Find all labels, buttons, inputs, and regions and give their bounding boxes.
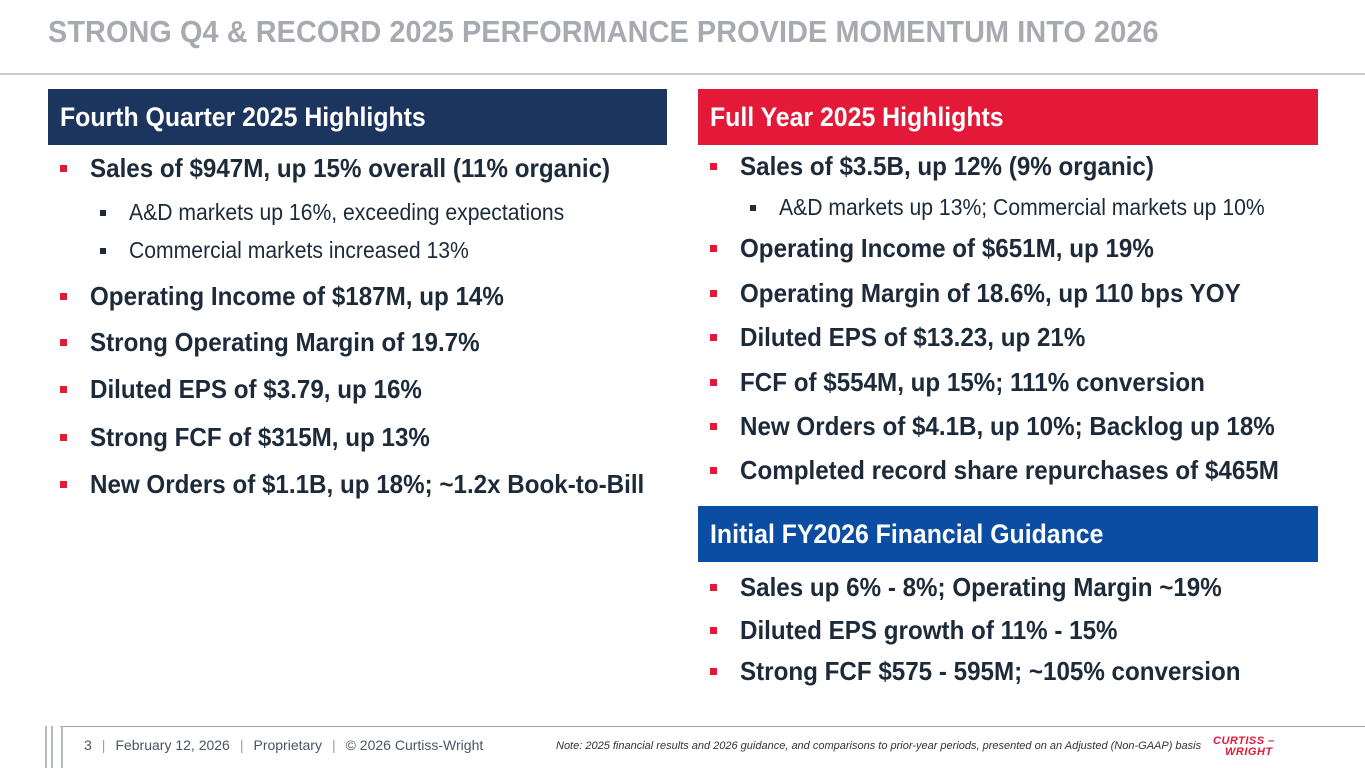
- bullet-marker: [710, 379, 717, 386]
- footer-info: 3 | February 12, 2026 | Proprietary | © 2026 C…: [84, 737, 483, 753]
- guidance-item-eps: Diluted EPS growth of 11% - 15%: [710, 615, 1146, 646]
- bullet-marker: [710, 245, 717, 252]
- bullet-marker: [60, 434, 67, 441]
- bullet-marker: [710, 290, 717, 297]
- q4-highlights-header: Fourth Quarter 2025 Highlights: [48, 89, 667, 145]
- fy-item-fcf: FCF of $554M, up 15%; 111% conversion: [710, 367, 1240, 398]
- q4-item-sales: Sales of $947M, up 15% overall (11% orga…: [60, 153, 649, 184]
- fy-item-share-repurchases: Completed record share repurchases of $4…: [710, 455, 1319, 486]
- bullet-marker: [60, 481, 67, 488]
- q4-item-operating-income: Operating Income of $187M, up 14%: [60, 281, 535, 312]
- fy-item-operating-margin: Operating Margin of 18.6%, up 110 bps YO…: [710, 278, 1278, 309]
- bullet-marker: [710, 467, 717, 474]
- guidance-header: Initial FY2026 Financial Guidance: [698, 506, 1318, 562]
- footer-copyright: © 2026 Curtiss-Wright: [345, 737, 484, 753]
- footer-bar: [61, 726, 63, 768]
- logo-line-1: CURTISS –: [1213, 735, 1275, 747]
- sub-bullet-marker: [100, 210, 106, 216]
- footer-divider: [60, 726, 1365, 727]
- sub-bullet-marker: [100, 248, 106, 254]
- bullet-marker: [710, 584, 717, 591]
- bullet-marker: [710, 627, 717, 634]
- footer-date: February 12, 2026: [115, 737, 230, 753]
- q4-header-label: Fourth Quarter 2025 Highlights: [60, 101, 426, 132]
- footer-separator: |: [101, 737, 106, 753]
- footer-bar: [51, 726, 53, 768]
- guidance-item-fcf: Strong FCF $575 - 595M; ~105% conversion: [710, 656, 1278, 687]
- page-number: 3: [84, 737, 92, 753]
- fy-highlights-header: Full Year 2025 Highlights: [698, 89, 1318, 145]
- q4-subitem-ad-markets: A&D markets up 16%, exceeding expectatio…: [100, 199, 602, 226]
- guidance-item-sales: Sales up 6% - 8%; Operating Margin ~19%: [710, 572, 1258, 603]
- sub-bullet-marker: [750, 205, 756, 211]
- title-divider: [0, 73, 1365, 75]
- bullet-marker: [710, 334, 717, 341]
- page-title: STRONG Q4 & RECORD 2025 PERFORMANCE PROV…: [48, 14, 1159, 49]
- bullet-marker: [60, 165, 67, 172]
- q4-item-fcf: Strong FCF of $315M, up 13%: [60, 422, 456, 453]
- footer-separator: |: [239, 737, 244, 753]
- fy-item-sales: Sales of $3.5B, up 12% (9% organic): [710, 151, 1185, 182]
- q4-item-new-orders: New Orders of $1.1B, up 18%; ~1.2x Book-…: [60, 469, 686, 500]
- footer-note: Note: 2025 financial results and 2026 gu…: [556, 740, 1202, 752]
- curtiss-wright-logo: CURTISS – WRIGHT: [1213, 736, 1289, 760]
- bullet-marker: [710, 423, 717, 430]
- fy-item-eps: Diluted EPS of $13.23, up 21%: [710, 322, 1111, 353]
- footer-separator: |: [331, 737, 336, 753]
- q4-subitem-commercial: Commercial markets increased 13%: [100, 237, 498, 264]
- logo-line-2: WRIGHT: [1225, 746, 1273, 758]
- bullet-marker: [710, 668, 717, 675]
- fy-item-operating-income: Operating Income of $651M, up 19%: [710, 233, 1185, 264]
- fy-header-label: Full Year 2025 Highlights: [710, 101, 1004, 132]
- bullet-marker: [710, 163, 717, 170]
- q4-item-eps: Diluted EPS of $3.79, up 16%: [60, 374, 447, 405]
- fy-subitem-markets: A&D markets up 13%; Commercial markets u…: [750, 194, 1307, 221]
- footer-classification: Proprietary: [253, 737, 322, 753]
- footer-bar: [45, 726, 47, 768]
- q4-item-operating-margin: Strong Operating Margin of 19.7%: [60, 327, 509, 358]
- bullet-marker: [60, 293, 67, 300]
- bullet-marker: [60, 386, 67, 393]
- fy-item-new-orders: New Orders of $4.1B, up 10%; Backlog up …: [710, 411, 1315, 442]
- bullet-marker: [60, 339, 67, 346]
- guidance-header-label: Initial FY2026 Financial Guidance: [710, 518, 1104, 549]
